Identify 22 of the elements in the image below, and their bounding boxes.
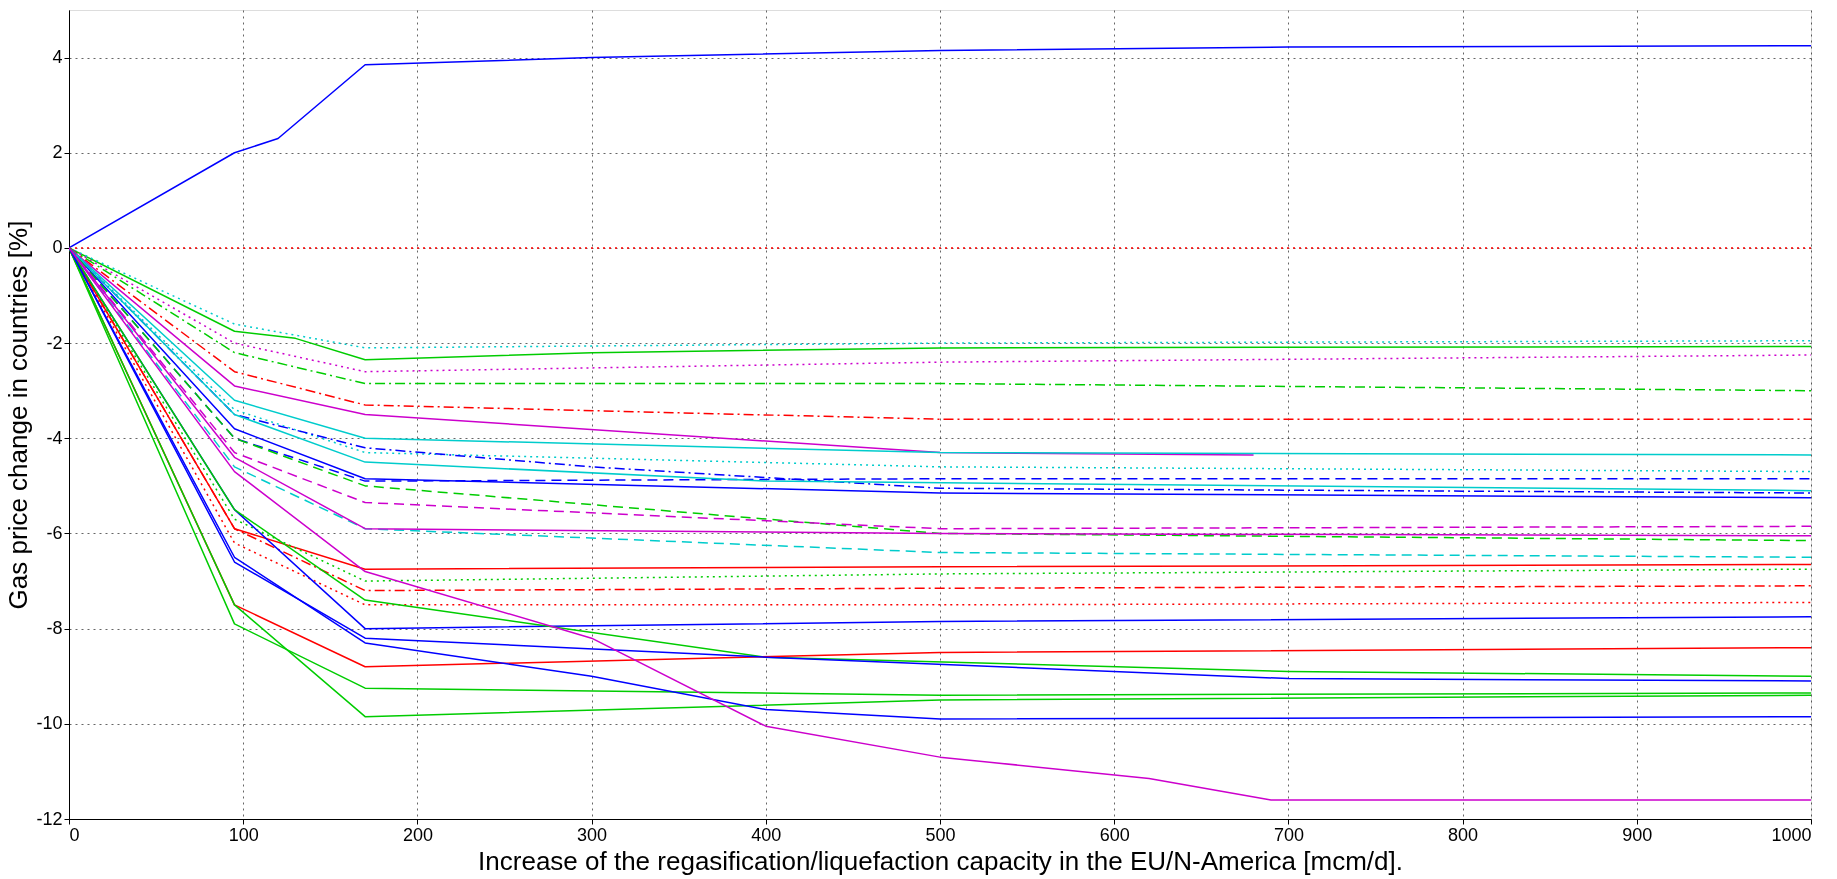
y-tick-label: 0 [52, 237, 63, 258]
y-tick-label: 2 [52, 142, 63, 163]
x-tick-label: 900 [1622, 824, 1653, 845]
x-tick-label: 0 [69, 824, 80, 845]
y-tick-label: -12 [36, 808, 63, 829]
x-axis-title: Increase of the regasification/liquefaction capacity in the EU/N-America [mcm/d]. [478, 845, 1403, 876]
y-tick-label: -6 [46, 522, 63, 543]
y-tick-label: -8 [46, 618, 63, 639]
x-tick-label: 1000 [1771, 824, 1812, 845]
x-tick-label: 700 [1273, 824, 1304, 845]
x-tick-label: 300 [577, 824, 608, 845]
x-tick-label: 500 [925, 824, 956, 845]
y-tick-label: -2 [46, 332, 63, 353]
x-tick-label: 400 [751, 824, 782, 845]
y-tick-label: -4 [46, 427, 63, 448]
y-tick-label: -10 [36, 713, 63, 734]
x-tick-label: 100 [228, 824, 259, 845]
x-tick-label: 600 [1099, 824, 1130, 845]
y-tick-label: 4 [52, 47, 63, 68]
y-axis-title: Gas price change in countries [%] [3, 220, 34, 610]
x-tick-label: 200 [402, 824, 433, 845]
x-tick-label: 800 [1448, 824, 1479, 845]
